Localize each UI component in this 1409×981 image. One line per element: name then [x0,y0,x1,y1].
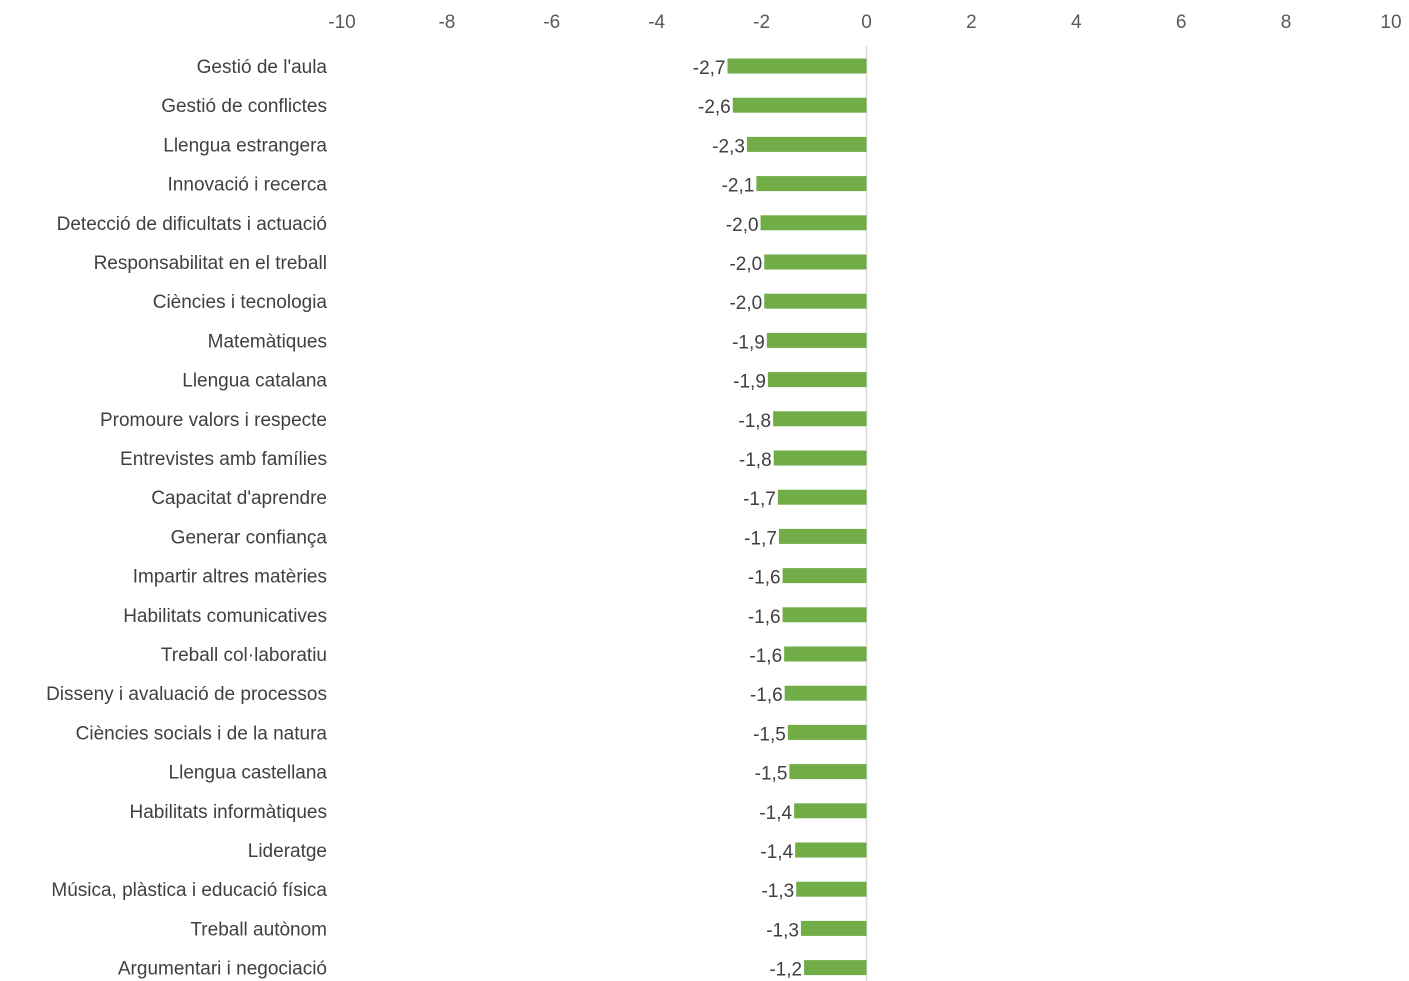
bar [800,920,867,936]
category-label: Gestió de conflictes [161,96,327,117]
x-tick-label: 0 [861,12,872,33]
data-label: -1,7 [744,528,777,549]
bar [766,332,867,348]
bar [804,960,867,976]
x-tick-label: -6 [543,12,560,33]
category-label: Llengua estrangera [163,135,327,156]
value-labels: -2,7 -2,6 -2,3 -2,1 -2,0 -2,0 -2,0 -1,9 -1,9 -1,8… [693,58,802,981]
data-label: -1,6 [749,646,782,667]
bar [784,646,867,662]
bar [795,842,867,858]
category-label: Generar confiança [171,527,328,548]
bar [756,176,867,192]
category-label: Llengua catalana [182,371,327,392]
bar [789,764,867,780]
bar [794,803,867,819]
category-label: Ciències i tecnologia [153,292,328,313]
category-label: Habilitats comunicatives [123,606,327,627]
x-axis: -10 -8 -6 -4 -2 0 2 4 6 8 10 [328,12,1401,33]
data-label: -1,6 [748,607,781,628]
category-label: Capacitat d'aprendre [151,488,327,509]
category-label: Responsabilitat en el treball [94,253,327,274]
category-label: Entrevistes amb famílies [120,449,327,470]
x-tick-label: 8 [1281,12,1292,33]
bar [784,685,867,701]
bar [773,450,867,466]
data-label: -2,3 [712,136,745,157]
data-label: -2,0 [729,293,762,314]
category-label: Promoure valors i respecte [100,410,327,431]
bar [777,489,867,505]
category-label: Treball col·laboratiu [161,645,327,666]
bar [760,215,867,231]
category-label: Música, plàstica i educació física [51,880,327,901]
bar [746,136,867,152]
data-label: -2,7 [693,58,726,79]
bar [778,528,867,544]
bar [732,97,867,113]
data-label: -1,8 [739,450,772,471]
category-label: Habilitats informàtiques [130,802,327,823]
bar [782,607,867,623]
x-tick-label: 6 [1176,12,1187,33]
data-label: -1,4 [760,842,793,863]
data-label: -1,6 [750,685,783,706]
bar [787,724,867,740]
data-label: -2,0 [726,215,759,236]
bar [773,411,867,427]
category-label: Impartir altres matèries [133,567,327,588]
x-tick-label: -2 [753,12,770,33]
category-label: Ciències socials i de la natura [76,723,328,744]
data-label: -1,3 [761,881,794,902]
x-tick-label: 2 [966,12,977,33]
data-label: -2,1 [722,176,755,197]
data-label: -1,8 [738,411,771,432]
data-label: -1,5 [753,724,786,745]
data-label: -1,9 [732,332,765,353]
category-label: Argumentari i negociació [118,959,327,980]
category-label: Treball autònom [190,919,327,940]
category-label: Matemàtiques [208,331,327,352]
data-label: -1,3 [766,920,799,941]
data-label: -1,7 [743,489,776,510]
data-label: -1,9 [733,372,766,393]
bar [796,881,867,897]
category-label: Gestió de l'aula [197,57,328,78]
data-label: -1,5 [755,764,788,785]
category-label: Detecció de dificultats i actuació [57,214,327,235]
x-tick-label: -4 [648,12,665,33]
x-tick-label: 4 [1071,12,1082,33]
category-label: Lideratge [248,841,327,862]
category-label: Llengua castellana [169,763,328,784]
bar [727,58,867,74]
data-label: -1,2 [769,960,802,981]
bars [727,58,867,976]
x-tick-label: -8 [438,12,455,33]
bar [764,254,867,270]
category-label: Innovació i recerca [168,175,328,196]
category-labels: Gestió de l'aula Gestió de conflictes Llen… [46,57,327,980]
data-label: -2,0 [729,254,762,275]
data-label: -1,4 [759,803,792,824]
bar [767,372,867,388]
bar [764,293,867,309]
category-label: Disseny i avaluació de processos [46,684,327,705]
x-tick-label: -10 [328,12,355,33]
x-tick-label: 10 [1380,12,1401,33]
data-label: -1,6 [748,568,781,589]
data-label: -2,6 [698,97,731,118]
bar [782,568,867,584]
